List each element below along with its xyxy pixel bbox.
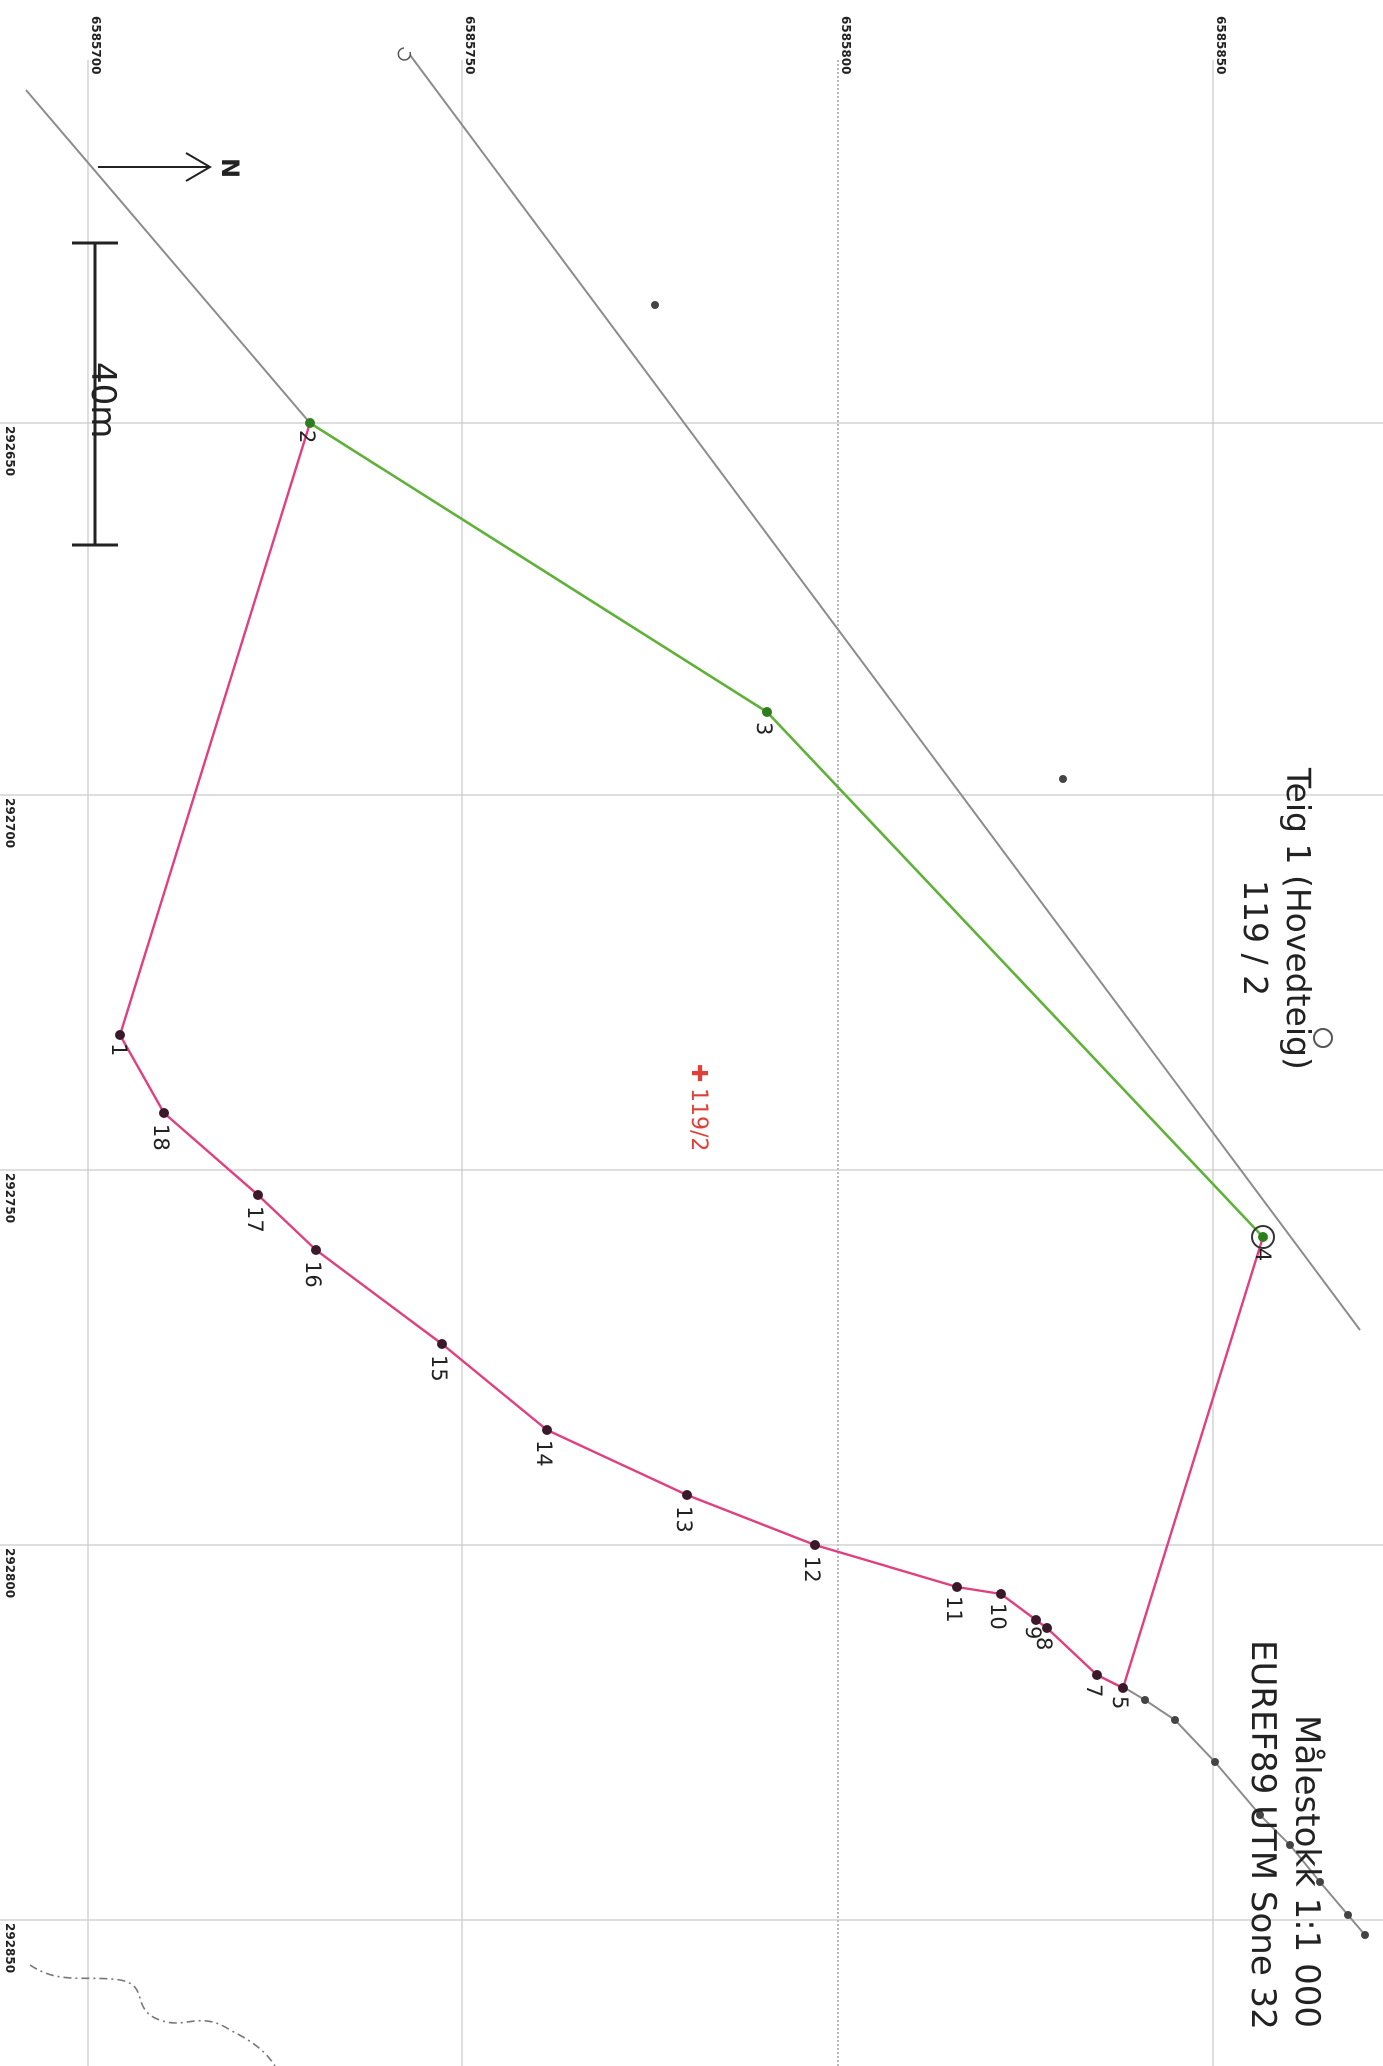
scale-info: Målestokk 1:1 000 EUREF89 UTM Sone 32 (1243, 1640, 1327, 2030)
road-point (1211, 1758, 1219, 1766)
parcel-cross-icon: ✚ (686, 1064, 711, 1082)
parcel-label: 119/2 (686, 1088, 711, 1151)
vertex-17 (253, 1190, 263, 1200)
crs-text: EUREF89 UTM Sone 32 (1243, 1640, 1283, 2030)
boundary-vertices (115, 418, 1275, 1693)
title-line-1: Teig 1 (Hovedteig) (1279, 767, 1318, 1070)
road-point (1256, 1811, 1264, 1819)
label-point-17: 17 (243, 1206, 267, 1233)
tick-northing-2: 292700 (3, 798, 17, 848)
vertex-4 (1258, 1232, 1268, 1242)
coastline (29, 1964, 276, 2066)
scale-text: Målestokk 1:1 000 (1287, 1715, 1327, 2028)
vertex-13 (682, 1490, 692, 1500)
boundary-pink (118, 422, 1265, 1690)
label-point-9: 9 (1021, 1626, 1045, 1639)
label-point-12: 12 (800, 1556, 824, 1583)
road-point (1344, 1911, 1352, 1919)
label-point-5: 5 (1108, 1696, 1132, 1709)
vertex-15 (437, 1339, 447, 1349)
tick-easting-3: 6585800 (839, 16, 853, 74)
marker-arc-icon (397, 47, 412, 61)
north-label: N (216, 158, 244, 178)
label-point-3: 3 (752, 722, 776, 735)
road-point (651, 301, 659, 309)
vertex-12 (810, 1540, 820, 1550)
vertex-9 (1031, 1615, 1041, 1625)
title-block: Teig 1 (Hovedteig) 119 / 2 (1236, 767, 1318, 1070)
northing-ticks: 292650 292700 292750 292800 292850 (3, 426, 17, 1973)
label-point-13: 13 (672, 1506, 696, 1533)
tick-northing-5: 292850 (3, 1923, 17, 1973)
tick-easting-4: 6585850 (1214, 16, 1228, 74)
vertex-1 (115, 1030, 125, 1040)
tick-easting-1: 6585700 (89, 16, 103, 74)
vertex-5 (1118, 1683, 1128, 1693)
title-line-2: 119 / 2 (1236, 880, 1275, 996)
vertex-10 (996, 1589, 1006, 1599)
marker-circle-icon (1313, 1028, 1333, 1048)
road-point (1141, 1696, 1149, 1704)
road-point (1361, 1931, 1369, 1939)
scale-bar: 40m (72, 241, 123, 547)
label-point-1: 1 (107, 1043, 131, 1056)
grid-vertical (87, 60, 1214, 2066)
north-arrow-head-icon (185, 152, 212, 182)
road-point (1059, 775, 1067, 783)
vertex-7 (1092, 1670, 1102, 1680)
label-point-14: 14 (532, 1440, 556, 1467)
vertex-2 (305, 418, 315, 428)
parcel-label-group: ✚ 119/2 (686, 1064, 711, 1151)
label-point-10: 10 (986, 1603, 1010, 1630)
vertex-11 (952, 1582, 962, 1592)
vertex-8 (1042, 1623, 1052, 1633)
label-point-18: 18 (149, 1124, 173, 1151)
road-point (1171, 1716, 1179, 1724)
road-line-east (409, 54, 1361, 1331)
vertex-3 (762, 707, 772, 717)
label-point-16: 16 (301, 1261, 325, 1288)
label-point-8: 8 (1032, 1637, 1056, 1650)
boundary-green (309, 421, 1264, 1238)
label-point-4: 4 (1251, 1248, 1275, 1261)
north-arrow: N (98, 152, 244, 182)
vertex-18 (159, 1108, 169, 1118)
tick-easting-2: 6585750 (463, 16, 477, 74)
tick-northing-3: 292750 (3, 1173, 17, 1223)
vertex-14 (542, 1425, 552, 1435)
label-point-7: 7 (1082, 1684, 1106, 1697)
road-point (1286, 1841, 1294, 1849)
label-point-2: 2 (295, 430, 319, 443)
vertex-labels: 1 2 3 4 5 7 8 9 10 11 12 13 14 15 16 17 … (107, 430, 1275, 1709)
tick-northing-4: 292800 (3, 1548, 17, 1598)
label-point-11: 11 (942, 1596, 966, 1623)
vertex-16 (311, 1245, 321, 1255)
scale-bar-label: 40m (83, 362, 123, 438)
easting-ticks: 6585700 6585750 6585800 6585850 (89, 16, 1228, 74)
road-lines (25, 47, 1369, 1939)
grid-horizontal (0, 422, 1383, 1921)
label-point-15: 15 (427, 1355, 451, 1382)
tick-northing-1: 292650 (3, 426, 17, 476)
vertex-4-ring-icon (1251, 1225, 1275, 1249)
road-point (1316, 1878, 1324, 1886)
road-line-west (25, 89, 311, 424)
